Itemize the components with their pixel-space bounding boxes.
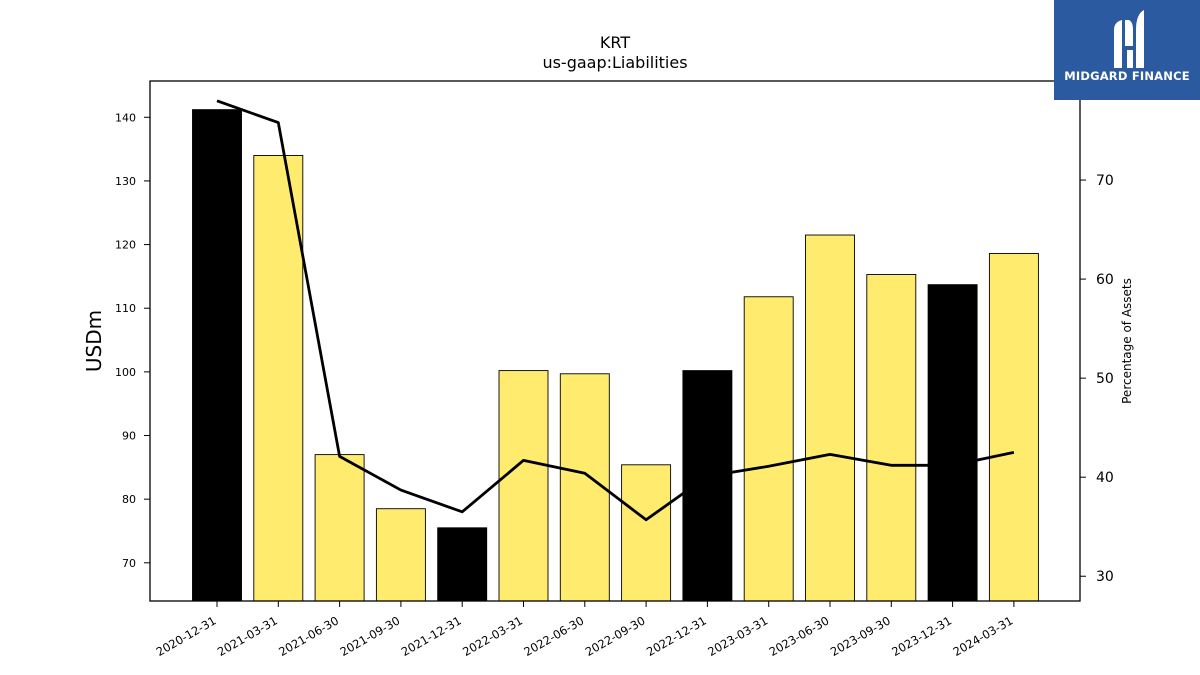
y2-tick-label: 60 [1096, 272, 1114, 288]
y-tick-label: 110 [115, 302, 136, 315]
y-axis-right: 30 40 50 60 70 [1080, 173, 1114, 585]
x-tick-label: 2023-06-30 [767, 613, 832, 659]
x-tick-label: 2021-09-30 [338, 613, 403, 659]
plot-frame [149, 80, 1081, 602]
bar [743, 296, 794, 602]
bar [437, 527, 488, 602]
y-tick-label: 70 [122, 557, 136, 570]
bar [988, 253, 1039, 602]
x-tick-label: 2024-03-31 [951, 613, 1016, 659]
x-tick-label: 2022-09-30 [583, 613, 648, 659]
logo-mark-icon [1114, 10, 1144, 68]
line-layer [216, 99, 1015, 522]
x-tick-label: 2023-09-30 [828, 613, 893, 659]
x-tick-label: 2023-03-31 [705, 613, 770, 659]
y-tick-label: 120 [115, 239, 136, 252]
y-tick-label: 100 [115, 366, 136, 379]
chart-subtitle: us-gaap:Liabilities [542, 53, 687, 72]
bar [314, 454, 365, 602]
y-tick-label: 90 [122, 430, 136, 443]
bar [192, 109, 242, 602]
bar [805, 234, 855, 602]
bar [498, 370, 549, 602]
y-axis-label: USDm [82, 310, 106, 372]
y2-tick-label: 50 [1096, 371, 1114, 387]
chart-title: KRT [600, 33, 630, 52]
logo-text: MIDGARD FINANCE [1064, 69, 1190, 83]
y-axis-left: 70 80 90 100 110 120 130 140 [115, 111, 150, 570]
y2-tick-label: 30 [1096, 569, 1114, 585]
x-tick-label: 2021-12-31 [399, 613, 464, 659]
x-tick-label: 2022-03-31 [460, 613, 525, 659]
y2-axis-label: Percentage of Assets [1120, 278, 1134, 404]
x-tick-label: 2022-12-31 [644, 613, 709, 659]
bar [927, 284, 978, 602]
bar [866, 274, 917, 602]
x-tick-label: 2020-12-31 [154, 613, 219, 659]
x-tick-label: 2022-06-30 [521, 613, 586, 659]
y-tick-label: 80 [122, 493, 136, 506]
y2-tick-label: 70 [1096, 173, 1114, 189]
brand-logo: MIDGARD FINANCE [1054, 0, 1200, 100]
y-tick-label: 130 [115, 175, 136, 188]
line-series [216, 99, 1015, 522]
x-tick-label: 2023-12-31 [889, 613, 954, 659]
bars-layer [192, 109, 1039, 602]
bar [621, 464, 672, 602]
x-axis: 2020-12-312021-03-312021-06-302021-09-30… [154, 601, 1016, 659]
y2-tick-label: 40 [1096, 470, 1114, 486]
x-tick-label: 2021-03-31 [215, 613, 280, 659]
bar [253, 155, 304, 602]
bar [682, 370, 733, 602]
y-tick-label: 140 [115, 111, 136, 124]
bar [375, 508, 426, 602]
x-tick-label: 2021-06-30 [276, 613, 341, 659]
